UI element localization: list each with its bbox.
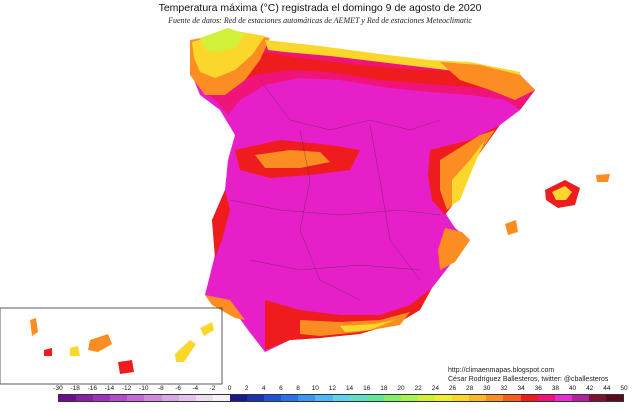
legend-tick-label: -12: [121, 385, 132, 392]
legend-tick-label: 32: [500, 385, 508, 392]
legend-swatch: [452, 395, 470, 401]
legend-swatch: [332, 395, 350, 401]
legend-swatch: [383, 395, 401, 401]
legend-tick-label: 40: [568, 385, 577, 392]
portugal-south-warm: [205, 295, 245, 320]
legend-tick-label: 50: [620, 385, 628, 392]
legend-tick-label: -30: [53, 385, 63, 392]
legend-swatch: [247, 395, 265, 401]
legend-tick-label: 34: [517, 385, 525, 392]
credits-author: César Rodríguez Ballesteros, twitter: @c…: [448, 376, 609, 383]
legend-tick-label: 22: [414, 385, 422, 392]
legend-swatch: [366, 395, 384, 401]
legend-tick-label: -18: [70, 385, 80, 392]
legend-swatch: [315, 395, 333, 401]
legend-swatch: [588, 395, 606, 401]
legend-tick-label: 42: [586, 385, 594, 392]
legend-tick-label: -6: [175, 385, 181, 392]
lanzarote: [200, 322, 214, 336]
south-coast-mild: [300, 312, 410, 336]
color-scale-legend: -30 -18 -16 -14 -12 -10 -8 -6 -4 -2 0 2 4 6 8 10 12 14 16 1…: [53, 385, 628, 403]
legend-swatch: [503, 395, 521, 401]
legend-swatch: [110, 395, 128, 401]
south-coast-cool: [340, 320, 395, 332]
legend-swatch: [417, 395, 436, 401]
legend-tick-label: 24: [431, 385, 439, 392]
legend-tick-label: 28: [466, 385, 474, 392]
map-title: Temperatura máxima (°C) registrada el do…: [158, 2, 482, 14]
legend-tick-label: 4: [262, 385, 266, 392]
legend-swatch: [349, 395, 367, 401]
province-boundaries: [229, 79, 441, 301]
legend-swatch: [59, 395, 77, 401]
menorca: [596, 174, 610, 182]
legend-swatch: [486, 395, 504, 401]
sistema-central-mild: [255, 150, 330, 168]
la-gomera: [70, 346, 80, 356]
legend-tick-label: 44: [603, 385, 611, 392]
legend-tick-label: 8: [296, 385, 300, 392]
legend-swatch: [469, 395, 487, 401]
legend-swatch: [127, 395, 145, 401]
legend-tick-label: 6: [279, 385, 283, 392]
legend-tick-label: 20: [397, 385, 405, 392]
legend-color-bar: [58, 394, 624, 402]
legend-swatch: [264, 395, 282, 401]
legend-tick-label: 36: [534, 385, 542, 392]
legend-tick-label: 12: [328, 385, 337, 392]
legend-tick-label: 18: [380, 385, 388, 392]
pyrenees-mild-zone: [440, 62, 535, 100]
peninsula-extreme-zone: [190, 38, 535, 352]
legend-swatch: [298, 395, 316, 401]
east-coast-cool: [452, 140, 485, 205]
portugal-coast-warm: [212, 190, 230, 258]
legend-tick-label: 2: [244, 385, 249, 392]
legend-swatch: [520, 395, 538, 401]
ibiza: [505, 220, 518, 235]
legend-swatch: [212, 395, 230, 401]
mallorca-cool: [552, 186, 572, 200]
legend-tick-label: -16: [87, 385, 97, 392]
fuerteventura: [175, 340, 196, 362]
legend-swatch: [281, 395, 299, 401]
legend-swatch: [93, 395, 111, 401]
legend-tick-label: -14: [104, 385, 115, 392]
galicia-fresh-zone: [200, 28, 245, 52]
legend-tick-label: 14: [345, 385, 354, 392]
legend-swatch: [195, 395, 213, 401]
legend-tick-label: 38: [551, 385, 560, 392]
legend-tick-label: -2: [209, 385, 216, 392]
tenerife: [88, 334, 112, 352]
legend-tick-label: 16: [363, 385, 371, 392]
legend-swatch: [229, 395, 248, 401]
legend-swatch: [435, 395, 453, 401]
legend-tick-label: 26: [448, 385, 457, 392]
legend-tick-label: -8: [158, 385, 164, 392]
el-hierro: [44, 348, 52, 356]
legend-swatch: [606, 395, 624, 401]
legend-tick-label: 30: [483, 385, 491, 392]
legend-swatch: [144, 395, 162, 401]
legend-swatch: [161, 395, 179, 401]
credits-url[interactable]: http://climaenmapas.blogspot.com: [448, 367, 555, 374]
la-palma: [30, 318, 38, 336]
legend-tick-label: 10: [311, 385, 319, 392]
legend-swatch: [554, 395, 572, 401]
legend-swatch: [178, 395, 196, 401]
legend-swatch: [571, 395, 589, 401]
map-subtitle: Fuente de datos: Red de estaciones autom…: [168, 16, 472, 25]
legend-swatch: [400, 395, 418, 401]
legend-tick-label: -4: [192, 385, 199, 392]
canarias-inset-frame: [0, 307, 223, 385]
cantabrian-warm-zone: [200, 50, 520, 95]
legend-tick-label: -10: [139, 385, 149, 392]
legend-tick-label: 0: [227, 385, 232, 392]
legend-swatch: [537, 395, 555, 401]
gran-canaria: [118, 360, 134, 374]
credits: http://climaenmapas.blogspot.com César R…: [448, 366, 608, 384]
levante-warm: [438, 228, 470, 270]
legend-swatch: [76, 395, 94, 401]
